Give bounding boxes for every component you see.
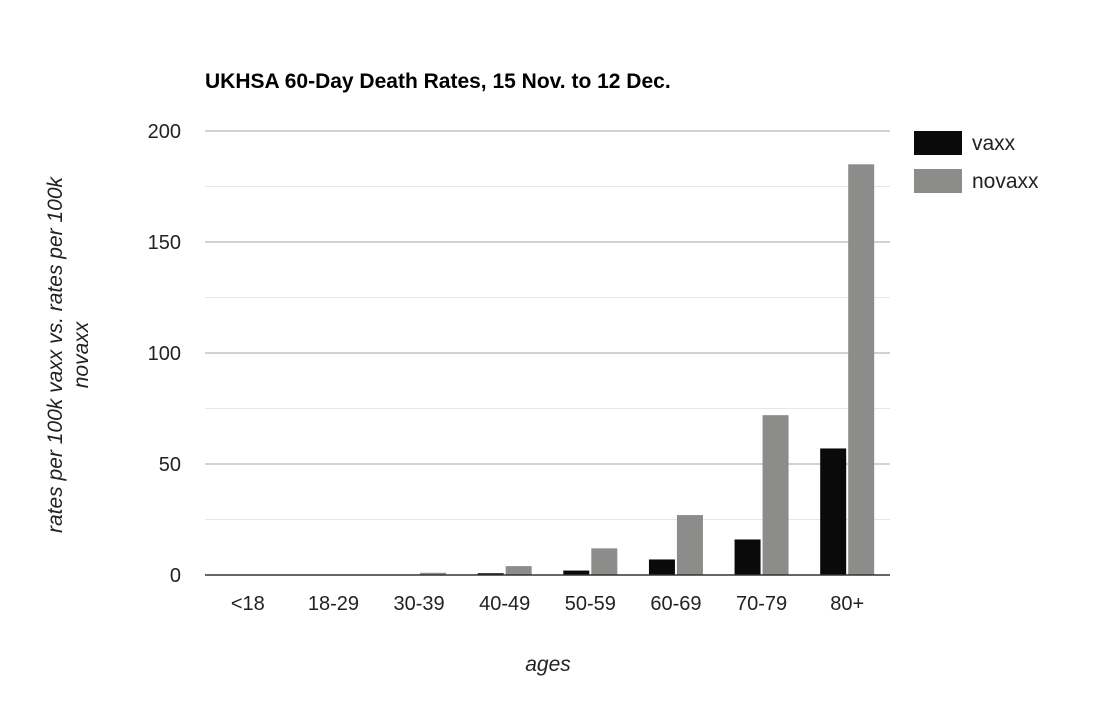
- y-tick-label: 200: [148, 121, 181, 143]
- x-tick-label: 30-39: [393, 593, 444, 615]
- bar-novaxx-60-69: [676, 515, 703, 575]
- y-axis-label-line-2: novaxx: [70, 320, 93, 388]
- x-tick-label: 70-79: [736, 593, 787, 615]
- chart-title: UKHSA 60-Day Death Rates, 15 Nov. to 12 …: [205, 70, 671, 93]
- legend-swatch-vaxx: [914, 131, 962, 155]
- x-tick-label: <18: [231, 593, 265, 615]
- bars: [392, 164, 875, 576]
- legend-label-vaxx: vaxx: [972, 132, 1016, 155]
- legend-swatch-novaxx: [914, 169, 962, 193]
- bar-novaxx-50-59: [591, 548, 618, 575]
- bar-novaxx-70-79: [762, 415, 789, 575]
- bar-vaxx-80+: [820, 448, 847, 575]
- bar-vaxx-50-59: [563, 570, 590, 575]
- bar-vaxx-70-79: [734, 539, 761, 575]
- bar-vaxx-60-69: [648, 559, 675, 575]
- bar-vaxx-40-49: [477, 573, 504, 575]
- y-tick-label: 50: [159, 454, 181, 476]
- y-axis-label-line-1: rates per 100k vaxx vs. rates per 100k: [44, 176, 67, 534]
- y-tick-label: 150: [148, 232, 181, 254]
- x-tick-label: 60-69: [650, 593, 701, 615]
- x-tick-label: 80+: [830, 593, 864, 615]
- y-tick-label: 0: [170, 565, 181, 587]
- legend-label-novaxx: novaxx: [972, 170, 1039, 193]
- x-tick-label: 40-49: [479, 593, 530, 615]
- x-tick-labels: <18 18-29 30-39 40-49 50-59 60-69 70-79 80+: [231, 593, 864, 615]
- y-tick-label: 100: [148, 343, 181, 365]
- y-axis-label-group: rates per 100k vaxx vs. rates per 100k n…: [44, 176, 93, 534]
- bar-novaxx-80+: [848, 164, 875, 576]
- bar-novaxx-40-49: [505, 566, 532, 575]
- legend: vaxx novaxx: [914, 131, 1039, 193]
- x-tick-label: 50-59: [565, 593, 616, 615]
- y-tick-labels: 0 50 100 150 200: [148, 121, 181, 587]
- bar-novaxx-30-39: [420, 572, 447, 575]
- x-axis-label: ages: [525, 653, 571, 676]
- x-tick-label: 18-29: [308, 593, 359, 615]
- gridlines: [205, 130, 890, 520]
